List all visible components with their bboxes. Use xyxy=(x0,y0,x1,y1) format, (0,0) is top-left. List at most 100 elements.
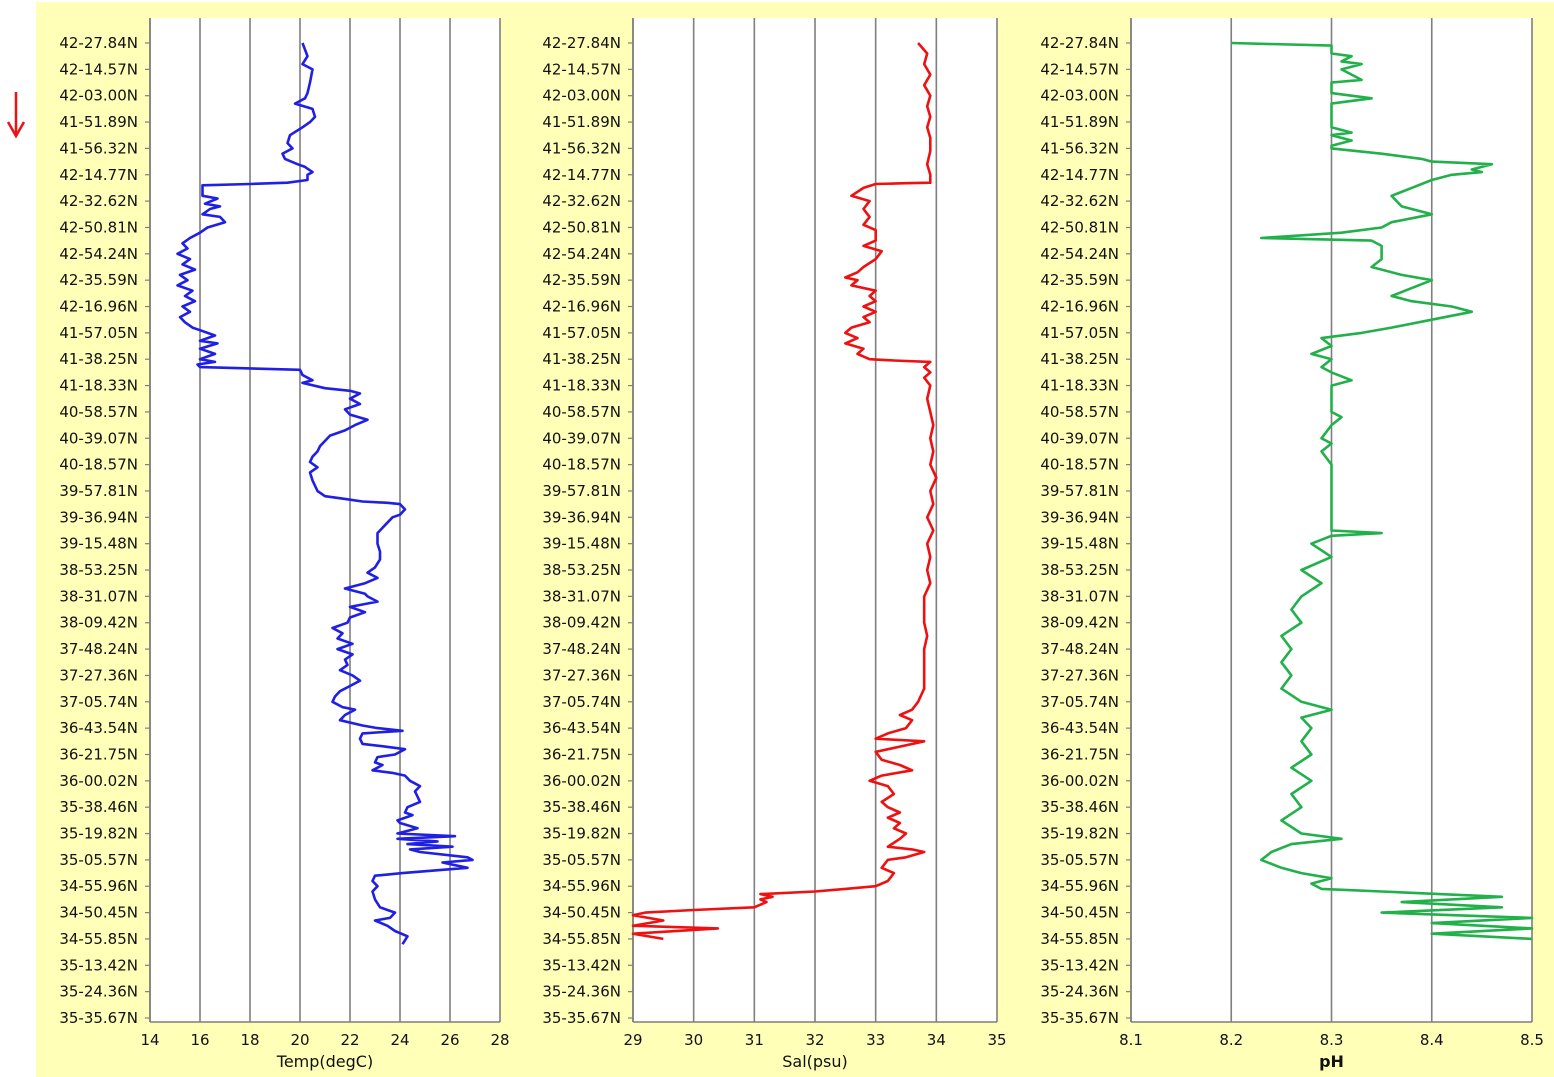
x-tick-label: 8.1 xyxy=(1119,1031,1143,1049)
y-tick-label: 38-53.25N xyxy=(1040,561,1119,579)
y-tick-label: 42-35.59N xyxy=(542,271,621,289)
x-tick-label: 8.4 xyxy=(1420,1031,1444,1049)
y-tick-label: 42-32.62N xyxy=(542,192,621,210)
y-tick-label: 41-18.33N xyxy=(542,377,621,395)
y-tick-label: 35-13.42N xyxy=(542,956,621,974)
x-axis-title: Temp(degC) xyxy=(276,1052,373,1071)
y-tick-label: 40-18.57N xyxy=(542,456,621,474)
y-tick-label: 35-24.36N xyxy=(542,983,621,1001)
x-tick-label: 30 xyxy=(684,1031,703,1049)
y-tick-label: 34-55.96N xyxy=(1040,877,1119,895)
y-tick-label: 41-56.32N xyxy=(1040,139,1119,157)
y-tick-label: 35-19.82N xyxy=(1040,825,1119,843)
y-tick-label: 40-18.57N xyxy=(59,456,138,474)
y-tick-label: 41-18.33N xyxy=(1040,377,1119,395)
y-tick-label: 40-58.57N xyxy=(542,403,621,421)
x-tick-label: 32 xyxy=(805,1031,824,1049)
y-tick-label: 35-38.46N xyxy=(59,798,138,816)
x-tick-label: 26 xyxy=(440,1031,459,1049)
y-tick-label: 42-32.62N xyxy=(59,192,138,210)
y-tick-label: 42-14.77N xyxy=(1040,166,1119,184)
y-tick-label: 35-24.36N xyxy=(59,983,138,1001)
y-tick-label: 37-48.24N xyxy=(59,640,138,658)
y-tick-label: 41-51.89N xyxy=(542,113,621,131)
y-tick-label: 42-14.57N xyxy=(542,60,621,78)
series-line xyxy=(1231,41,1534,941)
y-tick-label: 35-19.82N xyxy=(542,825,621,843)
y-tick-label: 41-57.05N xyxy=(1040,324,1119,342)
chart-panel-2: 29 30 31 32 33 34 35 42-27.84N 42-14.57N 42-03.00… xyxy=(516,2,1018,1077)
y-tick-label: 40-39.07N xyxy=(542,429,621,447)
y-tick-label: 37-05.74N xyxy=(542,693,621,711)
y-tick-label: 40-39.07N xyxy=(59,429,138,447)
y-tick-label: 39-36.94N xyxy=(542,508,621,526)
chart-panel-3: 8.1 8.2 8.3 8.4 8.5 42-27.84N 42-14.57N 42-03.0… xyxy=(1018,2,1554,1077)
y-tick-label: 39-57.81N xyxy=(1040,482,1119,500)
y-tick-label: 41-57.05N xyxy=(59,324,138,342)
y-tick-label: 36-21.75N xyxy=(1040,745,1119,763)
y-tick-label: 34-50.45N xyxy=(59,904,138,922)
y-tick-label: 36-21.75N xyxy=(542,745,621,763)
y-tick-label: 39-15.48N xyxy=(59,535,138,553)
y-tick-label: 35-13.42N xyxy=(1040,956,1119,974)
y-tick-label: 37-27.36N xyxy=(1040,666,1119,684)
y-tick-label: 42-03.00N xyxy=(1040,87,1119,105)
y-tick-label: 42-16.96N xyxy=(1040,298,1119,316)
y-tick-label: 42-27.84N xyxy=(59,34,138,52)
x-tick-label: 18 xyxy=(240,1031,259,1049)
y-tick-label: 41-57.05N xyxy=(542,324,621,342)
y-tick-label: 40-58.57N xyxy=(1040,403,1119,421)
plot-area xyxy=(150,18,500,1022)
y-tick-label: 35-35.67N xyxy=(542,1009,621,1027)
y-tick-label: 42-32.62N xyxy=(1040,192,1119,210)
y-tick-label: 34-55.96N xyxy=(59,877,138,895)
x-tick-label: 20 xyxy=(290,1031,309,1049)
x-tick-label: 29 xyxy=(623,1031,642,1049)
y-tick-label: 37-27.36N xyxy=(59,666,138,684)
y-tick-label: 38-53.25N xyxy=(59,561,138,579)
y-tick-label: 42-03.00N xyxy=(542,87,621,105)
x-tick-label: 22 xyxy=(340,1031,359,1049)
x-tick-label: 24 xyxy=(390,1031,409,1049)
chart-panel-1: 14 16 18 20 22 24 26 28 42-27.84N 42-14.57N 42-03.… xyxy=(36,2,516,1077)
y-tick-label: 42-50.81N xyxy=(59,218,138,236)
x-tick-label: 8.5 xyxy=(1520,1031,1544,1049)
x-tick-label: 31 xyxy=(745,1031,764,1049)
y-tick-label: 36-43.54N xyxy=(542,719,621,737)
y-tick-label: 42-14.57N xyxy=(1040,60,1119,78)
y-tick-label: 42-54.24N xyxy=(1040,245,1119,263)
y-tick-label: 34-55.85N xyxy=(542,930,621,948)
y-tick-label: 42-27.84N xyxy=(542,34,621,52)
y-tick-label: 39-57.81N xyxy=(59,482,138,500)
y-tick-label: 42-54.24N xyxy=(59,245,138,263)
y-tick-label: 38-31.07N xyxy=(59,587,138,605)
y-tick-label: 39-57.81N xyxy=(542,482,621,500)
y-tick-label: 41-38.25N xyxy=(542,350,621,368)
x-axis-title: Sal(psu) xyxy=(782,1052,848,1071)
y-tick-label: 37-48.24N xyxy=(542,640,621,658)
y-tick-label: 39-15.48N xyxy=(1040,535,1119,553)
x-tick-label: 14 xyxy=(140,1031,159,1049)
y-tick-label: 37-05.74N xyxy=(1040,693,1119,711)
y-tick-label: 42-03.00N xyxy=(59,87,138,105)
y-tick-label: 34-50.45N xyxy=(542,904,621,922)
y-tick-label: 41-51.89N xyxy=(1040,113,1119,131)
series-line xyxy=(631,42,938,941)
y-tick-label: 36-00.02N xyxy=(542,772,621,790)
series-line xyxy=(176,42,474,945)
y-tick-label: 36-43.54N xyxy=(59,719,138,737)
x-tick-label: 16 xyxy=(190,1031,209,1049)
y-tick-label: 41-38.25N xyxy=(1040,350,1119,368)
y-tick-label: 38-09.42N xyxy=(59,614,138,632)
y-tick-label: 36-21.75N xyxy=(59,745,138,763)
y-tick-label: 42-14.77N xyxy=(59,166,138,184)
y-tick-label: 41-51.89N xyxy=(59,113,138,131)
y-tick-label: 42-50.81N xyxy=(542,218,621,236)
y-tick-label: 41-18.33N xyxy=(59,377,138,395)
y-tick-label: 35-13.42N xyxy=(59,956,138,974)
y-tick-label: 38-09.42N xyxy=(1040,614,1119,632)
y-tick-label: 42-14.57N xyxy=(59,60,138,78)
y-tick-label: 42-35.59N xyxy=(1040,271,1119,289)
y-tick-label: 38-53.25N xyxy=(542,561,621,579)
